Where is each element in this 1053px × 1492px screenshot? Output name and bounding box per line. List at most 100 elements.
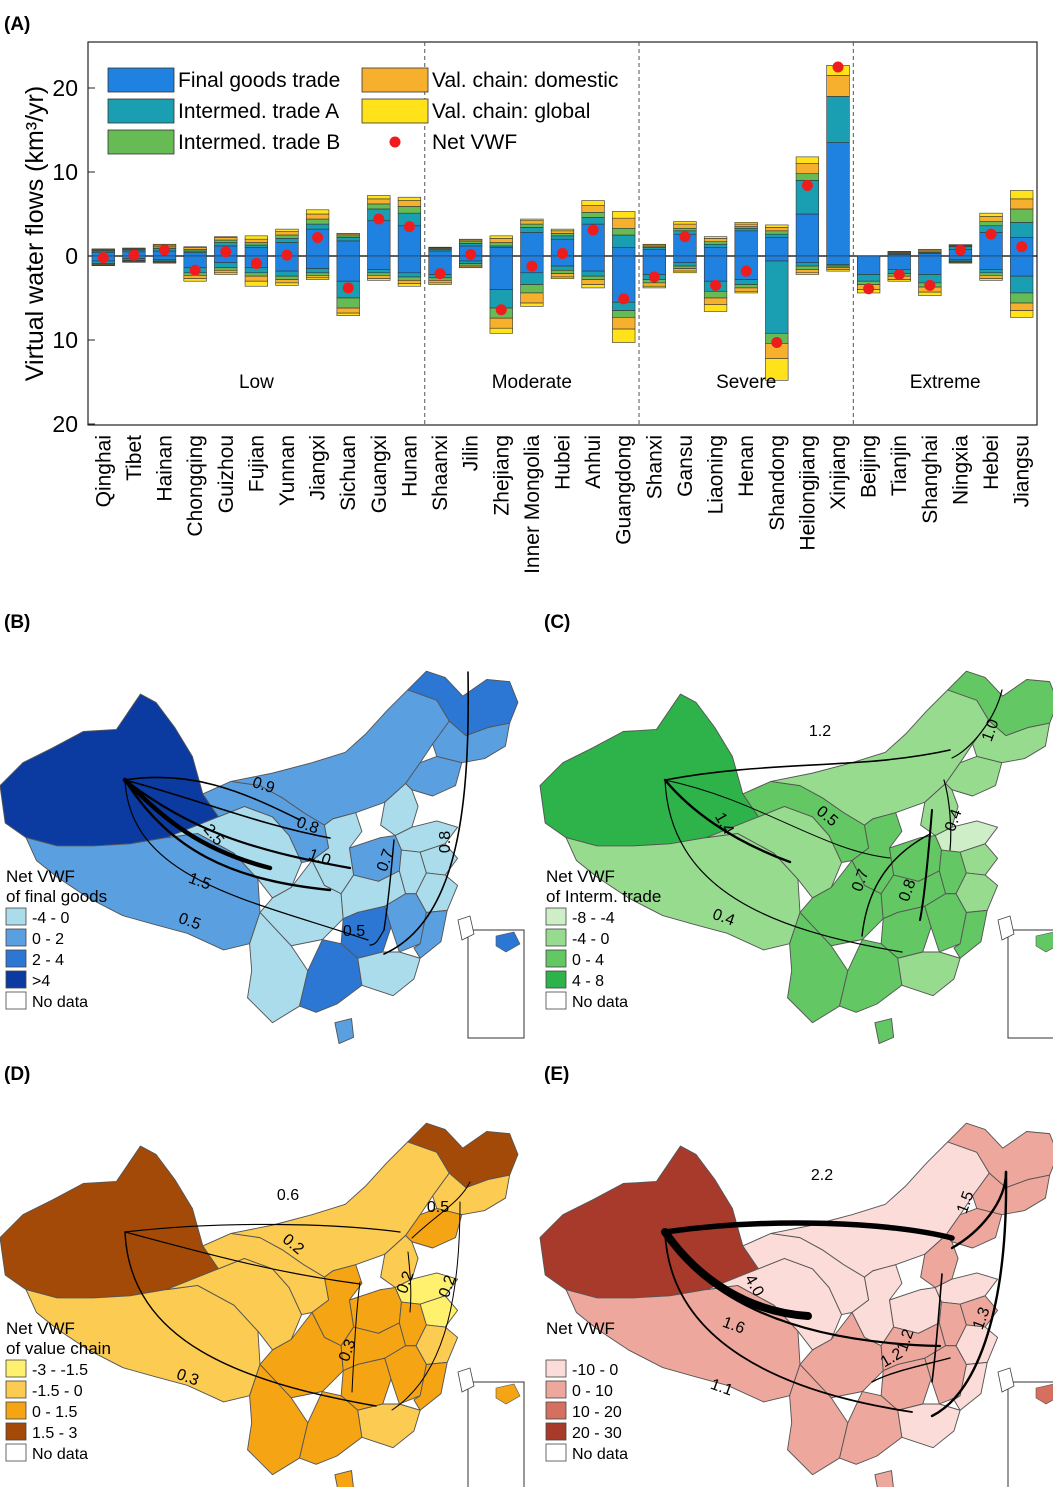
bar-segment xyxy=(980,217,1003,222)
bar-segment xyxy=(1010,293,1033,303)
bar-segment xyxy=(735,280,758,285)
legend-swatch xyxy=(108,99,174,123)
x-tick-label: Qinghai xyxy=(92,435,115,507)
bar-shanghai xyxy=(919,249,942,295)
group-label: Severe xyxy=(716,372,776,393)
net-vwf-point xyxy=(496,304,507,315)
x-tick-label: Liaoning xyxy=(705,435,728,514)
bar-segment xyxy=(276,232,299,235)
bar-segment xyxy=(582,256,605,271)
bar-segment xyxy=(735,228,758,231)
bar-segment xyxy=(184,275,207,278)
bar-segment xyxy=(704,244,727,247)
bar-segment xyxy=(765,234,788,237)
net-vwf-point xyxy=(833,62,844,73)
legend-title: Net VWF xyxy=(6,867,75,886)
x-tick-label: Zhejiang xyxy=(490,435,513,516)
net-vwf-point xyxy=(465,249,476,260)
province-hainan xyxy=(335,1019,354,1044)
bar-hubei xyxy=(551,229,574,279)
bar-segment xyxy=(245,281,268,286)
bar-segment xyxy=(1010,199,1033,209)
bar-segment xyxy=(276,283,299,286)
bar-segment xyxy=(919,253,942,256)
legend-label: 2 - 4 xyxy=(32,952,64,969)
x-tick-label: Hubei xyxy=(552,435,575,490)
bar-segment xyxy=(1010,222,1033,237)
legend-swatch xyxy=(108,130,174,154)
bar-segment xyxy=(796,214,819,256)
bar-segment xyxy=(306,214,329,219)
bar-segment xyxy=(980,269,1003,272)
bar-segment xyxy=(490,238,513,242)
x-tick-label: Tibet xyxy=(123,435,146,481)
x-tick-label: Hunan xyxy=(398,435,421,497)
bar-segment xyxy=(521,221,544,224)
bar-segment xyxy=(796,263,819,266)
bar-segment xyxy=(521,303,544,306)
bar-segment xyxy=(765,256,788,261)
bar-segment xyxy=(245,245,268,248)
bar-segment xyxy=(735,291,758,293)
bar-segment xyxy=(245,236,268,239)
x-tick-label: Beijing xyxy=(858,435,881,498)
net-vwf-point xyxy=(98,252,109,263)
bar-segment xyxy=(214,238,237,241)
flow-label: 0.6 xyxy=(277,1187,299,1204)
bar-segment xyxy=(704,242,727,245)
bar-segment xyxy=(398,284,421,287)
bar-segment xyxy=(582,217,605,224)
bar-segment xyxy=(551,231,574,234)
bar-segment xyxy=(367,269,390,272)
legend-label: 0 - 4 xyxy=(572,952,604,969)
x-tick-label: Shaanxi xyxy=(429,435,452,511)
group-label: Extreme xyxy=(910,372,981,393)
x-tick-label: Shanghai xyxy=(919,435,942,524)
province-hainan xyxy=(335,1471,354,1487)
legend-label: Intermed. trade A xyxy=(178,100,339,123)
bar-segment xyxy=(184,279,207,282)
bar-segment xyxy=(521,224,544,227)
bar-segment xyxy=(398,206,421,213)
x-tick-label: Xinjiang xyxy=(827,435,850,510)
bar-tibet xyxy=(123,248,146,262)
bar-segment xyxy=(582,212,605,217)
bar-shandong xyxy=(765,225,788,380)
bar-segment xyxy=(612,317,635,329)
legend-swatch xyxy=(362,68,428,92)
flow-label: 0.8 xyxy=(437,831,454,853)
china-map xyxy=(0,671,518,1043)
bar-segment xyxy=(919,292,942,295)
bar-inner-mongolia xyxy=(521,219,544,306)
bar-segment xyxy=(643,244,666,245)
legend-swatch xyxy=(546,1423,566,1440)
bar-segment xyxy=(612,228,635,235)
bar-fujian xyxy=(245,236,268,286)
legend-swatch xyxy=(6,1444,26,1461)
bar-segment xyxy=(674,269,697,272)
bar-segment xyxy=(857,274,880,281)
bar-segment xyxy=(796,256,819,263)
bar-segment xyxy=(276,238,299,242)
bar-segment xyxy=(765,227,788,230)
x-tick-label: Ningxia xyxy=(949,435,972,505)
bar-segment xyxy=(827,143,850,256)
bar-segment xyxy=(490,318,513,328)
net-vwf-point xyxy=(986,229,997,240)
bar-segment xyxy=(643,283,666,286)
net-vwf-point xyxy=(251,258,262,269)
bar-segment xyxy=(796,157,819,164)
bar-segment xyxy=(1010,256,1033,276)
province-hainan xyxy=(875,1471,894,1487)
province-hainan xyxy=(875,1019,894,1044)
legend-subtitle: of Interm. trade xyxy=(546,887,661,906)
bar-segment xyxy=(521,285,544,293)
bar-segment xyxy=(551,233,574,236)
province-guangdong xyxy=(898,952,960,996)
legend-swatch xyxy=(546,1402,566,1419)
bar-segment xyxy=(1010,276,1033,293)
legend-label: Val. chain: domestic xyxy=(432,69,618,92)
bar-segment xyxy=(704,298,727,305)
bar-segment xyxy=(337,233,360,234)
